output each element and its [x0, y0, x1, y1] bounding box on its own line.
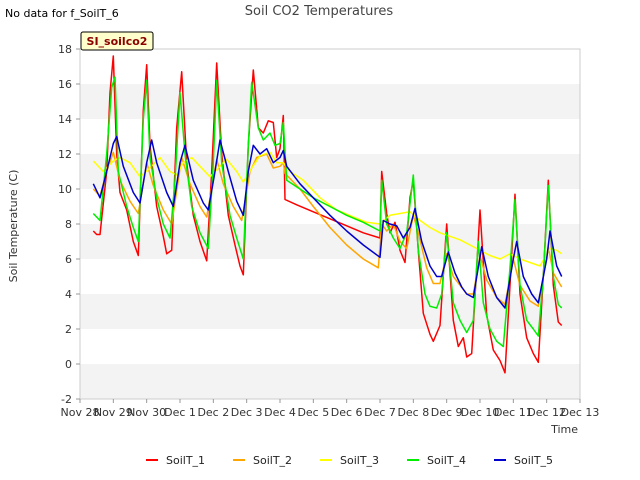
series-lines [92, 55, 563, 374]
site-label-box: SI_soilco2 [80, 31, 154, 51]
y-tick-label: 12 [58, 148, 72, 161]
y-axis-ticks: -2 0 2 4 6 8 10 12 14 16 18 [58, 43, 80, 406]
legend-label-soilt-2: SoilT_2 [253, 454, 292, 467]
x-tick-label: Dec 5 [297, 406, 329, 419]
grid-band [80, 119, 580, 154]
y-tick-label: 6 [65, 253, 72, 266]
series-line-soilt-2 [92, 151, 563, 308]
x-tick-label: Dec 7 [364, 406, 396, 419]
no-data-note: No data for f_SoilT_6 [5, 7, 119, 20]
legend-label-soilt-1: SoilT_1 [166, 454, 205, 467]
x-tick-label: Dec 10 [461, 406, 500, 419]
legend-label-soilt-3: SoilT_3 [340, 454, 379, 467]
grid-band [80, 259, 580, 294]
legend-label-soilt-4: SoilT_4 [427, 454, 466, 467]
x-tick-label: Dec 8 [397, 406, 429, 419]
series-line-soilt-4 [92, 76, 563, 348]
grid-band [80, 224, 580, 259]
x-tick-label: Nov 28 [61, 406, 100, 419]
grid-band [80, 49, 580, 84]
x-tick-label: Dec 4 [264, 406, 296, 419]
y-tick-label: 14 [58, 113, 72, 126]
plot-background-bands [80, 49, 580, 399]
y-tick-label: 10 [58, 183, 72, 196]
series-line-soilt-3 [92, 151, 563, 267]
grid-band [80, 294, 580, 329]
y-tick-label: 0 [65, 358, 72, 371]
x-tick-label: Dec 3 [231, 406, 263, 419]
legend-label-soilt-5: SoilT_5 [514, 454, 553, 467]
y-tick-label: 8 [65, 218, 72, 231]
x-tick-label: Nov 29 [94, 406, 133, 419]
series-line-soilt-5 [92, 135, 563, 309]
x-tick-label: Dec 6 [331, 406, 363, 419]
y-tick-label: -2 [61, 393, 72, 406]
x-tick-label: Dec 12 [527, 406, 566, 419]
x-tick-label: Dec 11 [494, 406, 533, 419]
x-tick-label: Nov 30 [127, 406, 166, 419]
y-tick-label: 18 [58, 43, 72, 56]
chart-title: Soil CO2 Temperatures [245, 4, 394, 19]
y-axis-label: Soil Temperature (C) [7, 170, 20, 283]
x-tick-label: Dec 1 [164, 406, 196, 419]
y-tick-label: 2 [65, 323, 72, 336]
grid-band [80, 329, 580, 364]
x-tick-label: Dec 13 [561, 406, 600, 419]
grid-band [80, 84, 580, 119]
y-tick-label: 16 [58, 78, 72, 91]
x-axis-label: Time [550, 423, 578, 436]
grid-band [80, 364, 580, 399]
x-tick-label: Dec 9 [431, 406, 463, 419]
legend: SoilT_1 SoilT_2 SoilT_3 SoilT_4 SoilT_5 [146, 454, 553, 467]
site-label: SI_soilco2 [87, 35, 148, 48]
x-tick-label: Dec 2 [197, 406, 229, 419]
y-tick-label: 4 [65, 288, 72, 301]
